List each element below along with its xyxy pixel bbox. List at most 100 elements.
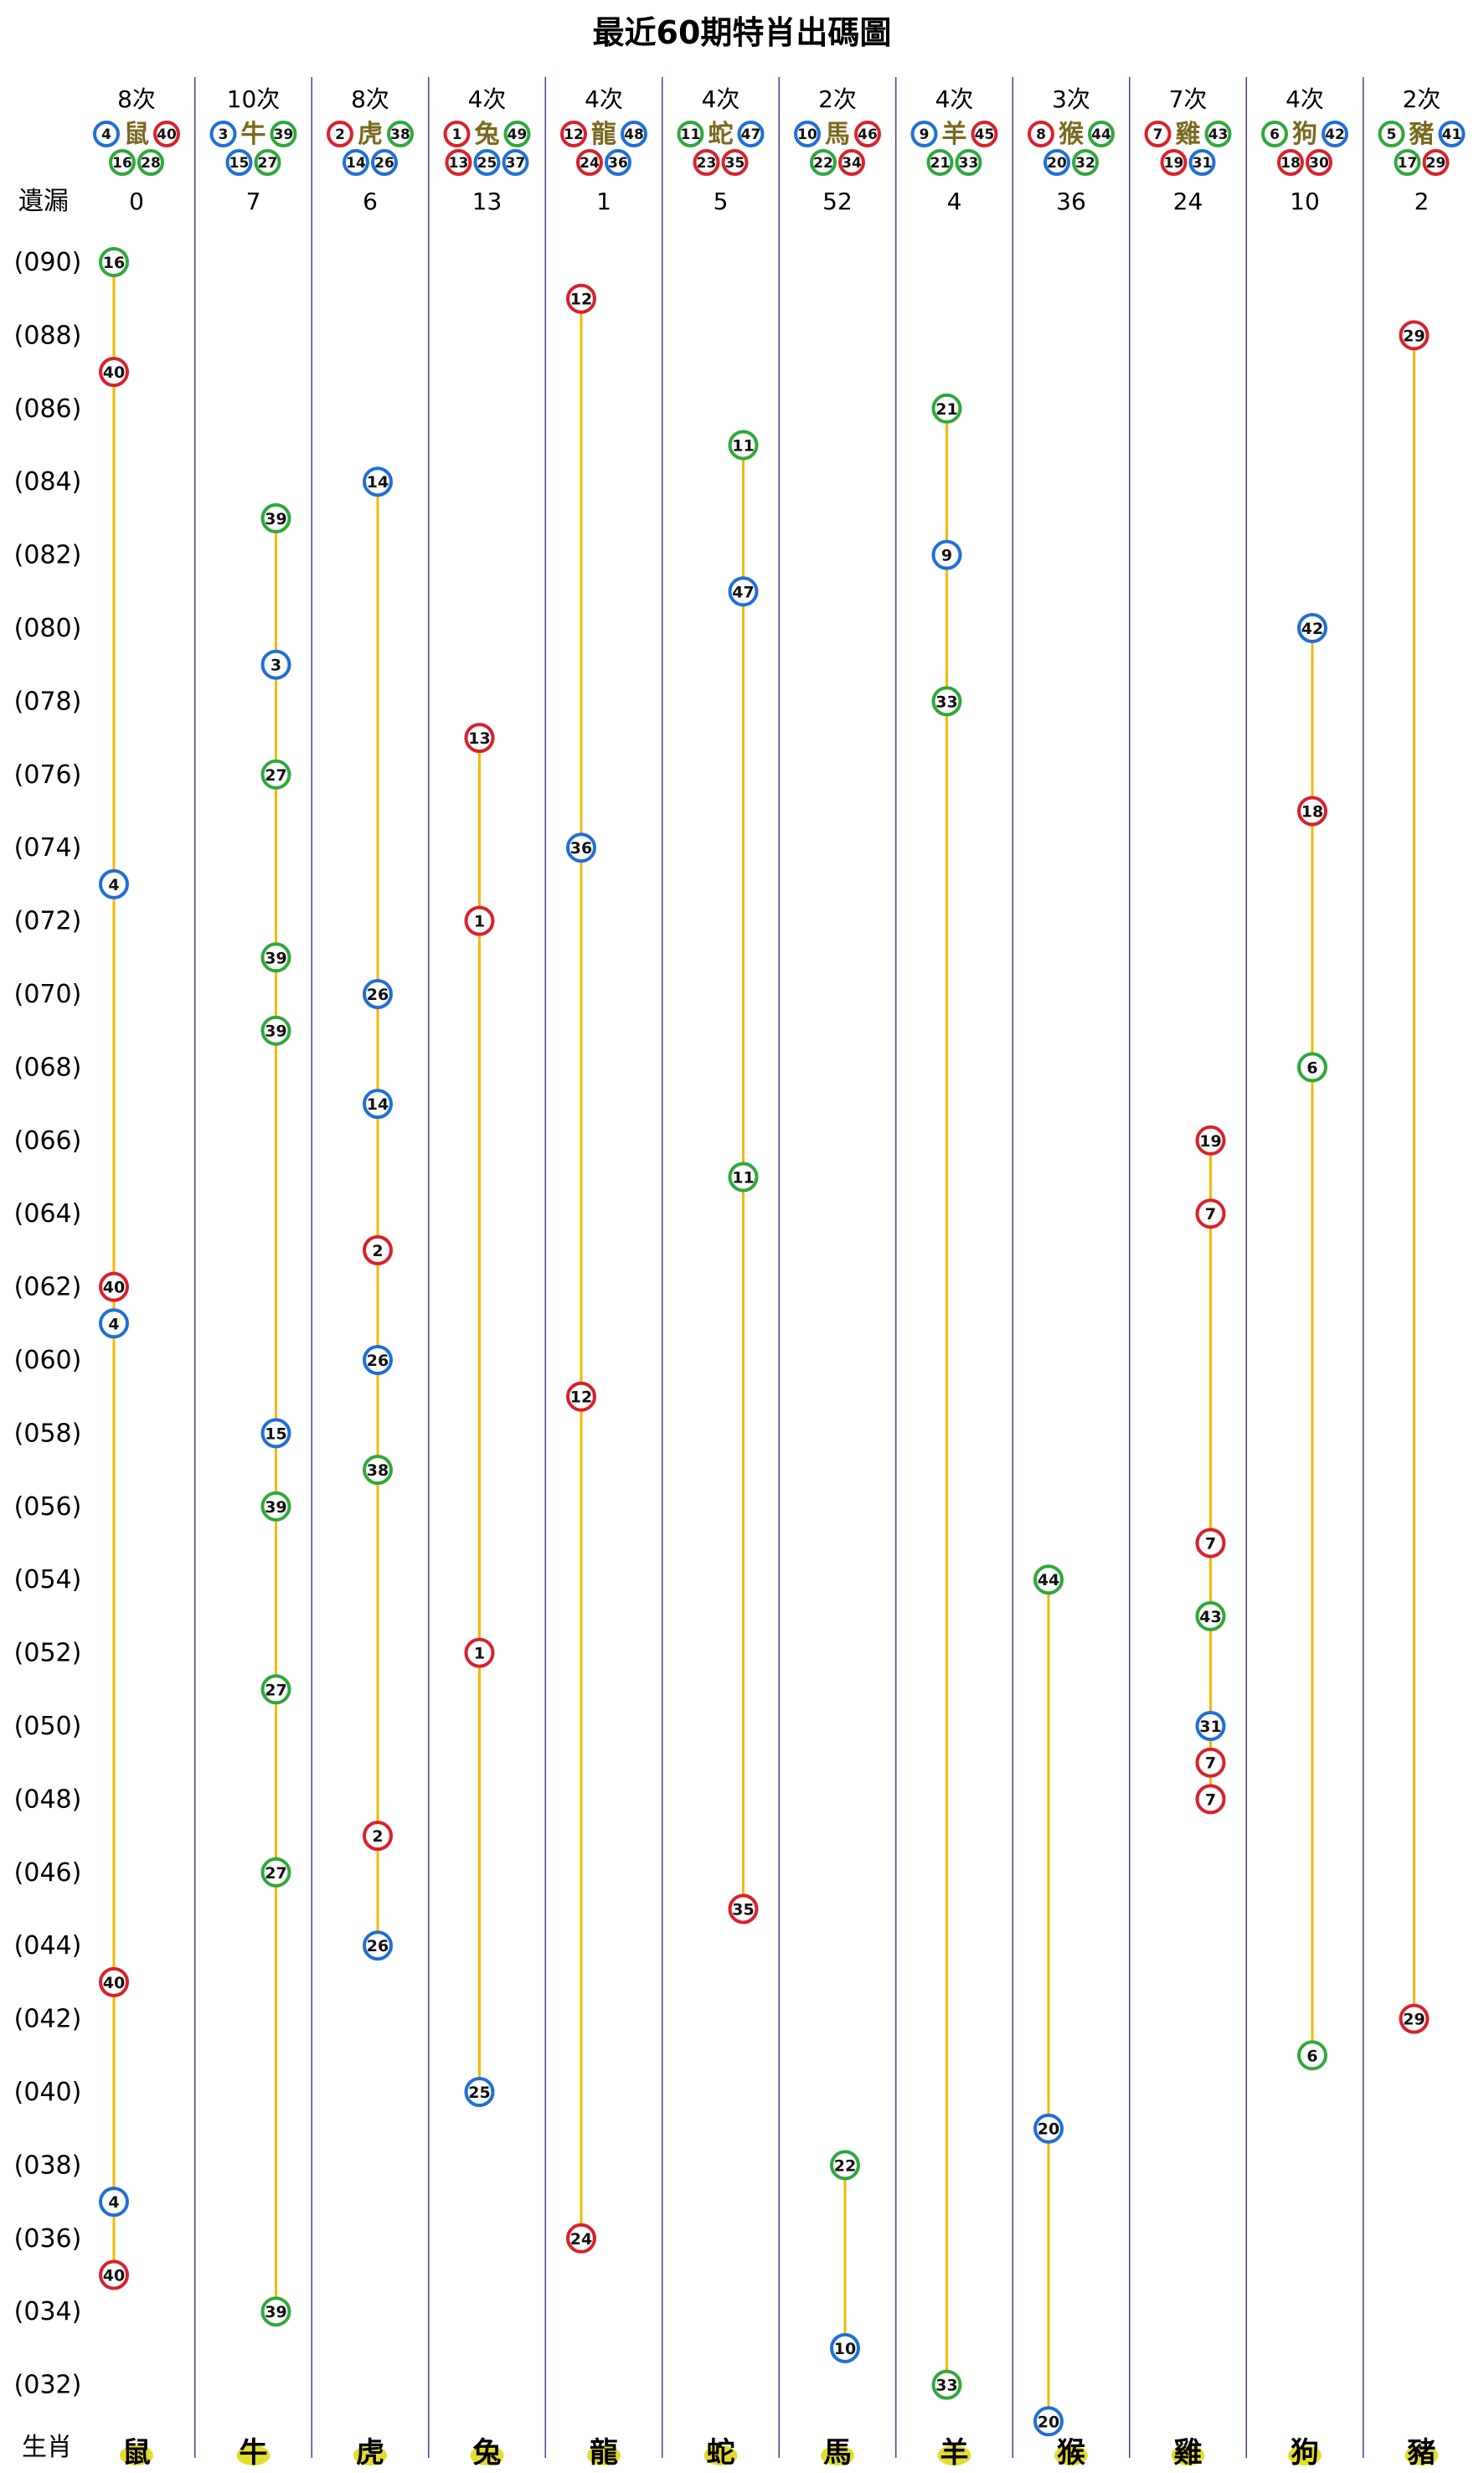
- period-label: (084): [14, 467, 82, 497]
- hit-ball-circle: [260, 1674, 291, 1705]
- header-number-circle: [693, 149, 720, 176]
- period-label: (082): [14, 541, 82, 570]
- footer-zodiac: 豬: [1408, 2436, 1436, 2470]
- miss-value: 52: [822, 188, 853, 215]
- header-number-label: 49: [508, 126, 528, 143]
- header-number-circle: [1160, 149, 1188, 176]
- hit-ball-label: 4: [108, 876, 119, 894]
- footer-ball: [1288, 2445, 1322, 2465]
- hit-ball-circle: [363, 1089, 393, 1120]
- header-number-label: 9: [920, 126, 930, 143]
- hit-ball-label: 21: [935, 400, 957, 419]
- hit-ball-circle: [363, 1821, 393, 1852]
- hit-ball-circle: [260, 942, 291, 973]
- period-label: (090): [14, 248, 82, 277]
- hit-ball-label: 11: [732, 1169, 754, 1188]
- zodiac-name: 蛇: [709, 120, 734, 149]
- hit-ball-circle: [260, 649, 291, 680]
- footer-ball: [587, 2445, 621, 2465]
- header-number-label: 46: [858, 126, 878, 143]
- hit-ball-circle: [1297, 613, 1327, 643]
- header-number-label: 40: [157, 126, 177, 143]
- header-number-label: 16: [112, 155, 132, 172]
- hit-ball-label: 6: [1306, 1059, 1317, 1077]
- header-number-circle: [473, 149, 501, 176]
- header-number-label: 34: [842, 155, 862, 172]
- period-label: (040): [14, 2078, 82, 2107]
- zodiac-name: 豬: [1409, 120, 1435, 149]
- footer-zodiac: 鼠: [122, 2436, 151, 2470]
- hit-ball-circle: [464, 905, 495, 936]
- header-number-circle: [721, 149, 749, 176]
- header-number-circle: [137, 149, 164, 176]
- header-number-circle: [605, 149, 631, 176]
- hit-ball-label: 14: [367, 1095, 389, 1114]
- hit-ball-label: 7: [1205, 1205, 1216, 1224]
- header-number-circle: [1072, 149, 1099, 176]
- hit-ball-circle: [260, 1015, 291, 1046]
- header-number-circle: [910, 121, 938, 147]
- hit-ball-label: 27: [265, 1681, 286, 1699]
- miss-value: 4: [947, 188, 962, 215]
- hit-ball-label: 27: [265, 1864, 286, 1883]
- header-number-label: 25: [477, 155, 497, 172]
- header-number-circle: [576, 149, 603, 176]
- hit-ball-circle: [1195, 1528, 1226, 1559]
- period-label: (072): [14, 907, 82, 936]
- header-number-label: 47: [741, 126, 761, 143]
- hit-ball-label: 15: [265, 1425, 286, 1443]
- period-label: (064): [14, 1199, 82, 1229]
- hit-ball-label: 4: [108, 2193, 119, 2212]
- zodiac-count: 4次: [585, 85, 623, 113]
- hit-ball-label: 42: [1301, 620, 1323, 638]
- footer-zodiac: 龍: [590, 2436, 618, 2470]
- hit-ball-circle: [1195, 1711, 1226, 1741]
- header-number-circle: [225, 149, 253, 176]
- hit-ball-circle: [1033, 2406, 1064, 2437]
- hit-ball-circle: [1195, 1784, 1226, 1815]
- zodiac-count: 7次: [1169, 85, 1208, 113]
- hit-ball-circle: [260, 2296, 291, 2327]
- hit-ball-circle: [99, 247, 129, 277]
- zodiac-count: 8次: [351, 85, 389, 113]
- footer-ball: [821, 2445, 854, 2465]
- zodiac-name: 兔: [475, 120, 500, 149]
- hit-ball-circle: [931, 393, 962, 424]
- hit-ball-circle: [728, 1893, 759, 1924]
- hit-ball-label: 39: [265, 2303, 286, 2321]
- hit-ball-label: 7: [1205, 1790, 1216, 1809]
- hit-ball-circle: [99, 1271, 129, 1302]
- hit-ball-circle: [363, 1930, 393, 1961]
- footer-zodiac: 雞: [1174, 2436, 1203, 2470]
- header-number-label: 28: [141, 155, 161, 172]
- hit-ball-label: 12: [570, 291, 592, 309]
- header-number-label: 36: [608, 155, 628, 172]
- header-number-label: 20: [1047, 155, 1067, 172]
- header-number-circle: [371, 149, 398, 176]
- header-number-label: 10: [797, 126, 817, 143]
- zodiac-count: 2次: [1403, 85, 1441, 113]
- hit-ball-circle: [464, 723, 495, 754]
- header-number-label: 38: [390, 126, 410, 143]
- hit-ball-circle: [363, 979, 393, 1009]
- hit-ball-circle: [260, 1491, 291, 1522]
- header-number-circle: [1144, 121, 1172, 147]
- header-number-label: 23: [697, 155, 717, 172]
- header-number-label: 31: [1193, 155, 1213, 172]
- header-number-label: 8: [1036, 126, 1046, 143]
- header-number-circle: [1277, 149, 1304, 176]
- hit-ball-circle: [830, 2332, 860, 2363]
- period-label: (032): [14, 2371, 82, 2400]
- hit-ball-label: 39: [265, 1498, 286, 1517]
- hit-ball-label: 13: [468, 729, 490, 748]
- footer-zodiac: 虎: [356, 2436, 384, 2470]
- hit-ball-label: 20: [1038, 2120, 1059, 2139]
- zodiac-count: 8次: [117, 85, 156, 113]
- hit-ball-label: 43: [1199, 1608, 1221, 1626]
- hit-ball-circle: [1033, 1564, 1064, 1595]
- header-number-label: 45: [975, 126, 995, 143]
- header-number-label: 37: [506, 155, 526, 172]
- zodiac-count: 2次: [818, 85, 857, 113]
